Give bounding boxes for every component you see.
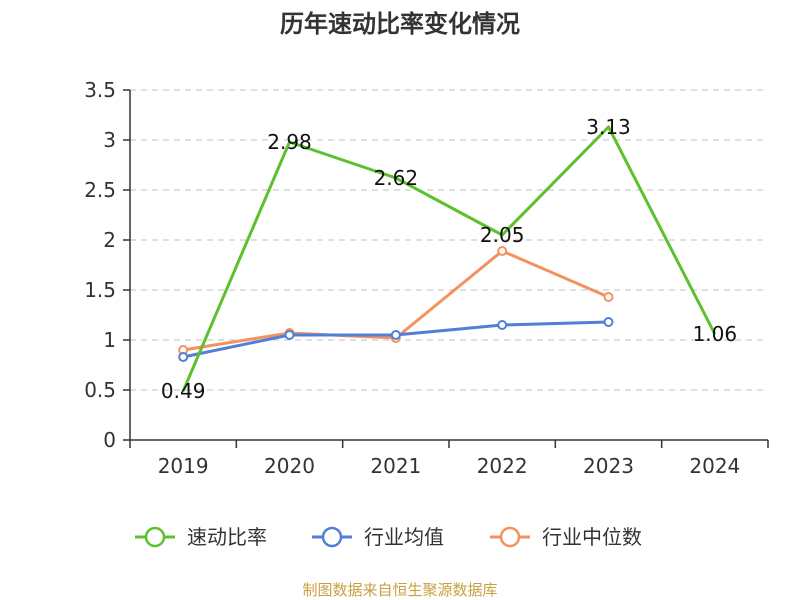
source-note: 制图数据来自恒生聚源数据库 bbox=[302, 581, 497, 599]
data-point[interactable] bbox=[603, 292, 614, 302]
legend-item-2[interactable]: 行业中位数 bbox=[490, 525, 642, 549]
y-tick-label: 3.5 bbox=[84, 78, 116, 102]
series-layer bbox=[178, 125, 717, 392]
legend-label: 速动比率 bbox=[187, 525, 267, 549]
legend-marker bbox=[321, 526, 343, 548]
legend-item-0[interactable]: 速动比率 bbox=[135, 525, 267, 549]
data-label: 2.05 bbox=[480, 223, 525, 247]
data-point[interactable] bbox=[390, 330, 401, 340]
series-line-0 bbox=[181, 125, 717, 392]
x-tick-label-2020: 2020 bbox=[264, 454, 315, 478]
y-tick-label: 2 bbox=[103, 228, 116, 252]
y-tick-label: 1.5 bbox=[84, 278, 116, 302]
grid bbox=[130, 89, 768, 391]
legend-marker bbox=[144, 526, 166, 548]
data-point[interactable] bbox=[284, 330, 295, 340]
y-tick-label: 0 bbox=[103, 428, 116, 452]
y-tick-label: 2.5 bbox=[84, 178, 116, 202]
data-label: 0.49 bbox=[161, 379, 206, 403]
data-point[interactable] bbox=[603, 317, 614, 327]
x-tick-label-2024: 2024 bbox=[689, 454, 740, 478]
x-tick-label-2019: 2019 bbox=[158, 454, 209, 478]
series-1 bbox=[178, 317, 614, 362]
y-tick-label: 0.5 bbox=[84, 378, 116, 402]
data-labels: 0.49 2.98 2.62 2.05 3.13 1.06 bbox=[161, 115, 737, 403]
data-point[interactable] bbox=[497, 246, 508, 256]
data-label: 3.13 bbox=[586, 115, 631, 139]
data-point[interactable] bbox=[497, 320, 508, 330]
axes: 0 0.5 1 1.5 2 2.5 3 3.5 2019 2020 2021 2022 2023 2024 bbox=[84, 78, 769, 478]
legend-label: 行业均值 bbox=[364, 525, 444, 549]
data-label: 2.98 bbox=[267, 130, 312, 154]
legend-item-1[interactable]: 行业均值 bbox=[312, 525, 444, 549]
data-point[interactable] bbox=[178, 352, 189, 362]
chart-title: 历年速动比率变化情况 bbox=[280, 10, 520, 38]
y-tick-label: 3 bbox=[103, 128, 116, 152]
data-label: 2.62 bbox=[374, 166, 419, 190]
x-tick-label-2022: 2022 bbox=[477, 454, 528, 478]
series-0 bbox=[181, 125, 717, 392]
x-tick-label-2021: 2021 bbox=[370, 454, 421, 478]
data-label: 1.06 bbox=[693, 322, 738, 346]
legend[interactable]: 速动比率 行业均值 行业中位数 bbox=[135, 525, 642, 549]
legend-marker bbox=[499, 526, 521, 548]
legend-label: 行业中位数 bbox=[542, 525, 642, 549]
y-tick-label: 1 bbox=[103, 328, 116, 352]
x-tick-label-2023: 2023 bbox=[583, 454, 634, 478]
